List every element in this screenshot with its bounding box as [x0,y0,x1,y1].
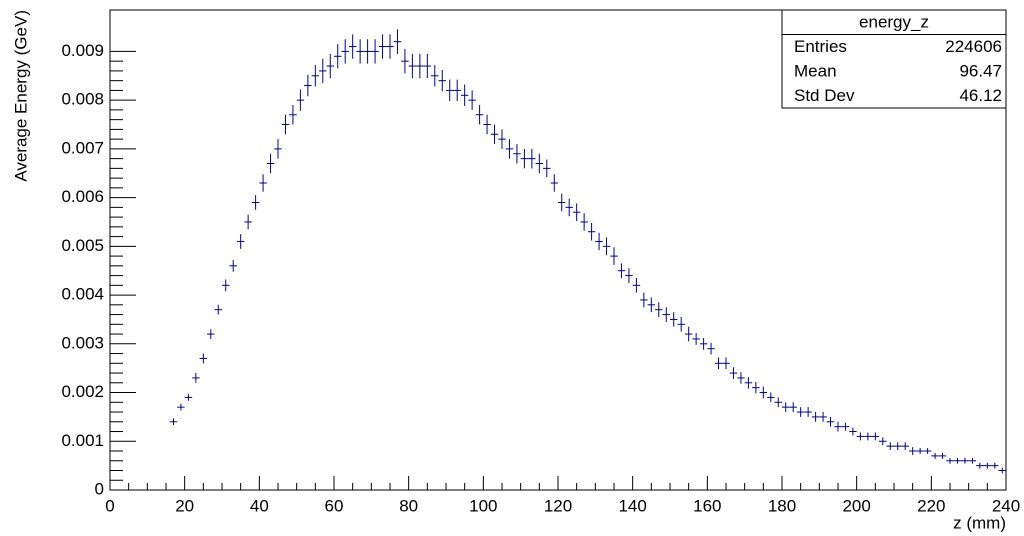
x-tick-label: 160 [693,496,721,515]
x-tick-label: 100 [469,496,497,515]
y-tick-label: 0.008 [61,90,104,109]
x-tick-label: 80 [399,496,418,515]
stats-value: 46.12 [959,86,1002,105]
y-tick-label: 0.005 [61,236,104,255]
y-tick-label: 0.009 [61,41,104,60]
x-tick-label: 0 [105,496,114,515]
y-tick-label: 0.001 [61,431,104,450]
stats-label: Mean [794,62,837,81]
x-tick-label: 60 [325,496,344,515]
stats-value: 96.47 [959,62,1002,81]
stats-box [781,9,1007,109]
x-axis-label: z (mm) [953,513,1006,532]
y-tick-label: 0.003 [61,333,104,352]
x-tick-label: 20 [175,496,194,515]
x-tick-label: 220 [917,496,945,515]
stats-label: Std Dev [794,86,855,105]
stats-value: 224606 [945,37,1002,56]
x-tick-label: 140 [618,496,646,515]
x-tick-label: 40 [250,496,269,515]
y-tick-label: 0 [95,479,104,498]
x-tick-label: 240 [992,496,1020,515]
x-tick-label: 180 [768,496,796,515]
stats-label: Entries [794,37,847,56]
y-tick-label: 0.004 [61,285,104,304]
y-tick-label: 0.002 [61,382,104,401]
y-tick-label: 0.007 [61,138,104,157]
x-tick-label: 120 [544,496,572,515]
y-axis-label: Average Energy (GeV) [11,10,30,182]
stats-title: energy_z [859,13,929,32]
y-tick-label: 0.006 [61,187,104,206]
x-tick-label: 200 [842,496,870,515]
